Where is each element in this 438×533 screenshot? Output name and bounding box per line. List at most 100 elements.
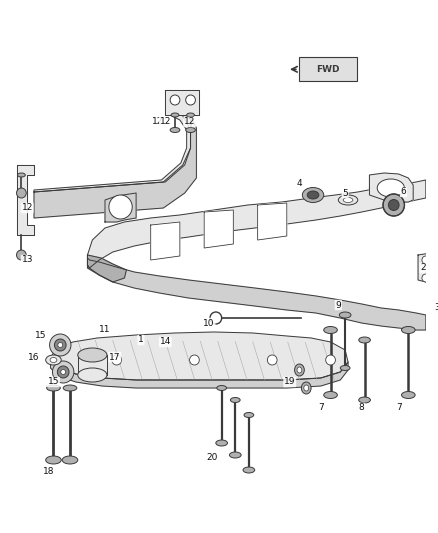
Polygon shape bbox=[369, 173, 413, 202]
Ellipse shape bbox=[230, 452, 241, 458]
Text: 19: 19 bbox=[284, 377, 296, 386]
Ellipse shape bbox=[61, 369, 66, 375]
Text: 9: 9 bbox=[336, 301, 341, 310]
Ellipse shape bbox=[243, 467, 255, 473]
Text: 11: 11 bbox=[99, 326, 111, 335]
Polygon shape bbox=[418, 252, 438, 285]
Ellipse shape bbox=[78, 368, 107, 382]
Ellipse shape bbox=[339, 312, 351, 318]
Polygon shape bbox=[258, 203, 287, 240]
Ellipse shape bbox=[18, 173, 25, 177]
Text: 12: 12 bbox=[152, 117, 163, 126]
Text: 18: 18 bbox=[43, 467, 54, 477]
Text: 12: 12 bbox=[21, 204, 33, 213]
Text: 7: 7 bbox=[318, 403, 324, 413]
Ellipse shape bbox=[383, 194, 404, 216]
Text: 1: 1 bbox=[138, 335, 144, 344]
Text: 17: 17 bbox=[109, 352, 120, 361]
Text: 14: 14 bbox=[159, 337, 171, 346]
Polygon shape bbox=[204, 210, 233, 248]
Ellipse shape bbox=[47, 385, 60, 391]
Ellipse shape bbox=[302, 188, 324, 203]
Polygon shape bbox=[88, 255, 127, 282]
Ellipse shape bbox=[324, 327, 337, 334]
Polygon shape bbox=[165, 90, 199, 115]
Circle shape bbox=[267, 355, 277, 365]
Circle shape bbox=[434, 264, 438, 272]
Circle shape bbox=[83, 355, 92, 365]
Text: 3: 3 bbox=[434, 303, 438, 312]
Ellipse shape bbox=[359, 397, 371, 403]
Polygon shape bbox=[34, 108, 191, 192]
Ellipse shape bbox=[297, 367, 302, 373]
Polygon shape bbox=[105, 193, 136, 222]
Text: 12: 12 bbox=[184, 117, 195, 126]
Ellipse shape bbox=[301, 382, 311, 394]
Circle shape bbox=[210, 312, 222, 324]
Ellipse shape bbox=[402, 392, 415, 399]
Text: 12: 12 bbox=[159, 117, 171, 126]
Ellipse shape bbox=[389, 199, 399, 211]
Ellipse shape bbox=[50, 358, 57, 362]
Ellipse shape bbox=[338, 195, 358, 205]
Ellipse shape bbox=[171, 113, 179, 117]
Text: 2: 2 bbox=[420, 263, 426, 272]
Text: 13: 13 bbox=[21, 255, 33, 264]
Text: 15: 15 bbox=[48, 377, 59, 386]
Text: 8: 8 bbox=[359, 403, 364, 413]
Ellipse shape bbox=[402, 327, 415, 334]
Ellipse shape bbox=[304, 385, 309, 391]
Ellipse shape bbox=[343, 198, 353, 203]
Ellipse shape bbox=[78, 348, 107, 362]
Polygon shape bbox=[34, 105, 196, 218]
Circle shape bbox=[422, 274, 430, 282]
Ellipse shape bbox=[230, 398, 240, 402]
Text: 10: 10 bbox=[203, 319, 215, 327]
Text: FWD: FWD bbox=[316, 65, 339, 74]
Text: 6: 6 bbox=[401, 188, 406, 197]
Polygon shape bbox=[78, 355, 107, 375]
Ellipse shape bbox=[63, 385, 77, 391]
Text: 16: 16 bbox=[28, 353, 40, 362]
Circle shape bbox=[109, 195, 132, 219]
Text: 20: 20 bbox=[206, 454, 218, 463]
Ellipse shape bbox=[170, 127, 180, 133]
Ellipse shape bbox=[324, 392, 337, 399]
Circle shape bbox=[186, 95, 195, 105]
Ellipse shape bbox=[295, 364, 304, 376]
Ellipse shape bbox=[244, 413, 254, 417]
Ellipse shape bbox=[54, 339, 66, 351]
Ellipse shape bbox=[216, 440, 227, 446]
Ellipse shape bbox=[49, 334, 71, 356]
Ellipse shape bbox=[217, 385, 226, 391]
Ellipse shape bbox=[58, 343, 63, 348]
Polygon shape bbox=[50, 360, 348, 388]
Ellipse shape bbox=[46, 456, 61, 464]
Circle shape bbox=[170, 95, 180, 105]
Polygon shape bbox=[88, 180, 426, 268]
Circle shape bbox=[112, 355, 121, 365]
Circle shape bbox=[422, 256, 430, 264]
Text: 5: 5 bbox=[342, 189, 348, 198]
Ellipse shape bbox=[359, 337, 371, 343]
Polygon shape bbox=[50, 332, 348, 380]
Ellipse shape bbox=[437, 294, 438, 306]
Ellipse shape bbox=[53, 361, 74, 383]
Polygon shape bbox=[151, 222, 180, 260]
Ellipse shape bbox=[62, 456, 78, 464]
FancyBboxPatch shape bbox=[299, 57, 357, 82]
Polygon shape bbox=[18, 165, 34, 235]
Text: 7: 7 bbox=[396, 403, 402, 413]
Circle shape bbox=[190, 355, 199, 365]
Ellipse shape bbox=[377, 179, 404, 197]
Ellipse shape bbox=[186, 127, 195, 133]
Circle shape bbox=[17, 250, 26, 260]
Ellipse shape bbox=[187, 113, 194, 117]
Circle shape bbox=[326, 355, 336, 365]
Ellipse shape bbox=[57, 366, 69, 378]
Circle shape bbox=[17, 188, 26, 198]
Ellipse shape bbox=[46, 355, 61, 365]
Text: 15: 15 bbox=[35, 330, 46, 340]
Polygon shape bbox=[88, 258, 426, 330]
Text: 4: 4 bbox=[297, 179, 302, 188]
